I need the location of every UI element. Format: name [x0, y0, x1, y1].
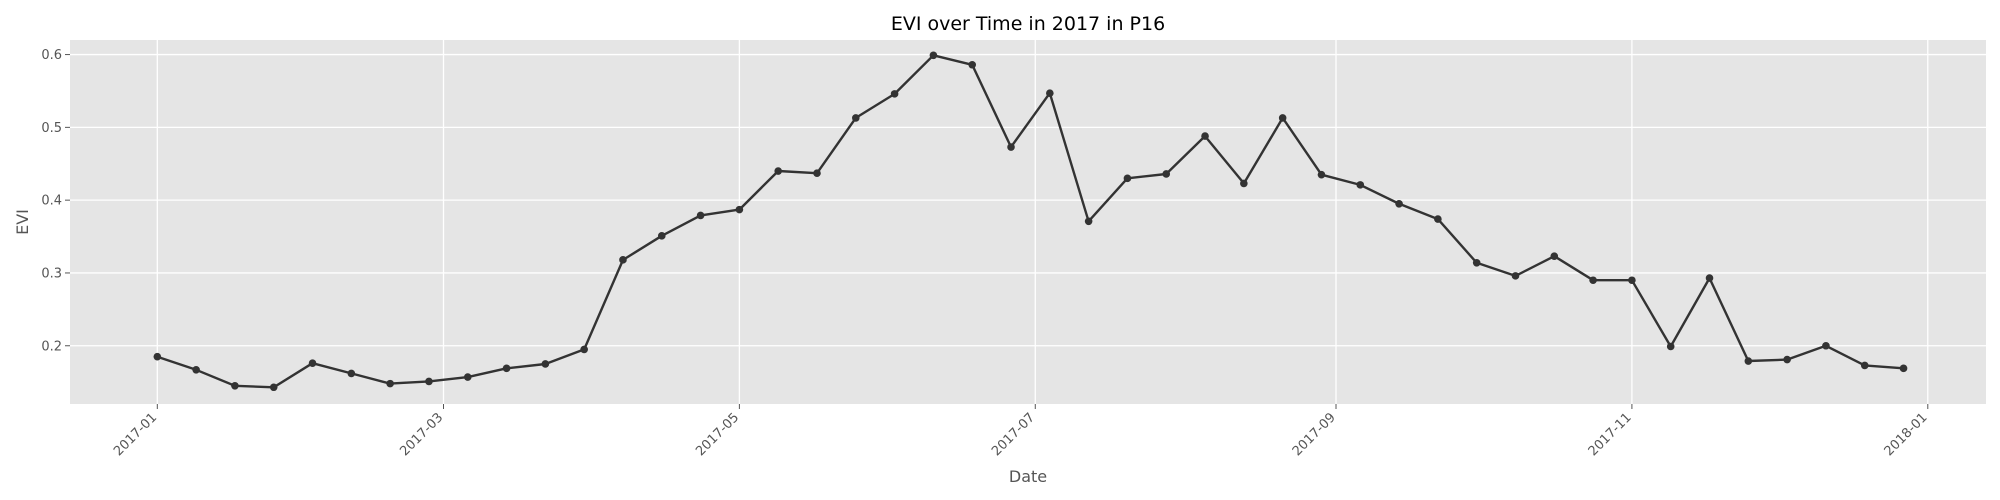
evi-data-point	[502, 364, 511, 373]
x-tick-label: 2017-09	[1290, 410, 1339, 459]
evi-data-point	[813, 169, 821, 178]
evi-data-point	[386, 379, 394, 388]
evi-data-point	[1434, 215, 1442, 223]
evi-data-point	[541, 360, 550, 368]
evi-data-point	[1046, 89, 1054, 97]
series-layer	[153, 51, 1908, 392]
y-tick-label: 0.3	[41, 266, 62, 281]
evi-data-point	[619, 256, 627, 264]
evi-data-point	[1317, 170, 1326, 179]
evi-data-point	[1240, 179, 1248, 188]
y-tick-label: 0.6	[41, 48, 62, 63]
x-tick-label: 2017-03	[397, 410, 446, 459]
evi-data-point	[696, 211, 705, 220]
evi-data-point	[1666, 342, 1675, 351]
evi-series-line	[156, 54, 1904, 389]
y-tick-label: 0.5	[41, 121, 62, 136]
evi-data-point	[1822, 341, 1830, 350]
evi-data-point	[735, 205, 744, 214]
evi-data-point	[1395, 200, 1403, 208]
evi-data-point	[269, 383, 278, 392]
evi-data-point	[1860, 361, 1869, 370]
evi-data-point	[231, 382, 239, 390]
evi-data-point	[1278, 114, 1287, 122]
x-axis-label: Date	[1009, 467, 1047, 486]
x-tick-label: 2017-05	[693, 410, 742, 459]
evi-data-point	[425, 377, 433, 386]
evi-data-point	[1201, 132, 1209, 140]
evi-data-point	[1705, 274, 1714, 282]
evi-data-point	[1511, 272, 1520, 280]
evi-data-point	[153, 352, 162, 361]
grid-lines	[70, 40, 1986, 404]
evi-data-point	[347, 369, 356, 378]
x-tick-label: 2017-11	[1586, 410, 1635, 459]
y-tick-label: 0.2	[41, 339, 62, 354]
y-axis-label: EVI	[13, 209, 32, 235]
plot-background	[70, 40, 1986, 404]
evi-data-point	[1628, 276, 1636, 285]
chart-title: EVI over Time in 2017 in P16	[891, 13, 1165, 35]
evi-data-point	[308, 359, 317, 368]
evi-data-point	[463, 373, 472, 381]
evi-data-point	[1007, 143, 1015, 151]
evi-data-point	[929, 51, 938, 60]
evi-data-point	[1744, 357, 1753, 365]
x-tick-label: 2017-07	[989, 410, 1038, 459]
evi-data-point	[1899, 364, 1908, 373]
evi-data-point	[1162, 170, 1171, 178]
x-tick-label: 2018-01	[1882, 410, 1931, 459]
evi-data-point	[192, 365, 200, 374]
evi-data-point	[1356, 181, 1365, 189]
evi-data-point	[968, 60, 977, 69]
y-tick-label: 0.4	[41, 194, 62, 209]
evi-data-point	[1589, 276, 1597, 285]
evi-data-point	[774, 167, 782, 175]
evi-data-point	[1550, 252, 1559, 261]
evi-data-point	[580, 345, 588, 354]
evi-data-point	[1084, 217, 1093, 226]
evi-data-point	[890, 90, 899, 98]
evi-data-point	[1123, 174, 1132, 183]
evi-data-point	[657, 232, 666, 240]
evi-data-point	[852, 114, 860, 122]
evi-data-point	[1783, 355, 1791, 364]
x-tick-label: 2017-01	[111, 410, 160, 459]
evi-data-point	[1472, 258, 1481, 267]
